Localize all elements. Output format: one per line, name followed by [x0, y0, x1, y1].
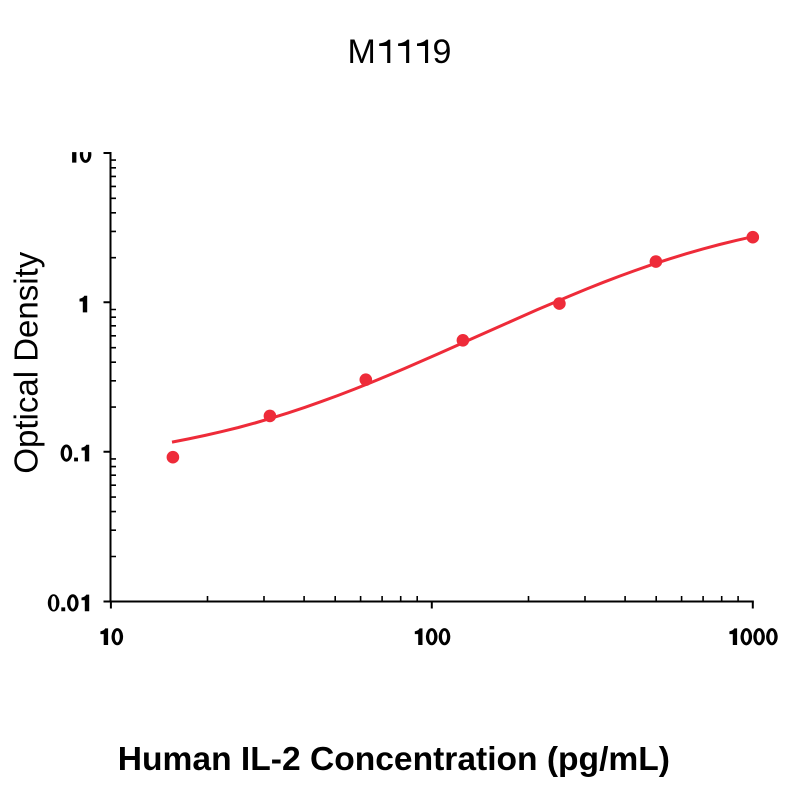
svg-text:Optical Density: Optical Density [8, 251, 45, 473]
svg-text:9: 9 [433, 33, 452, 71]
svg-text:M: M [348, 33, 376, 71]
svg-text:Human IL-2 Concentration (pg/m: Human IL-2 Concentration (pg/mL) [118, 741, 670, 778]
